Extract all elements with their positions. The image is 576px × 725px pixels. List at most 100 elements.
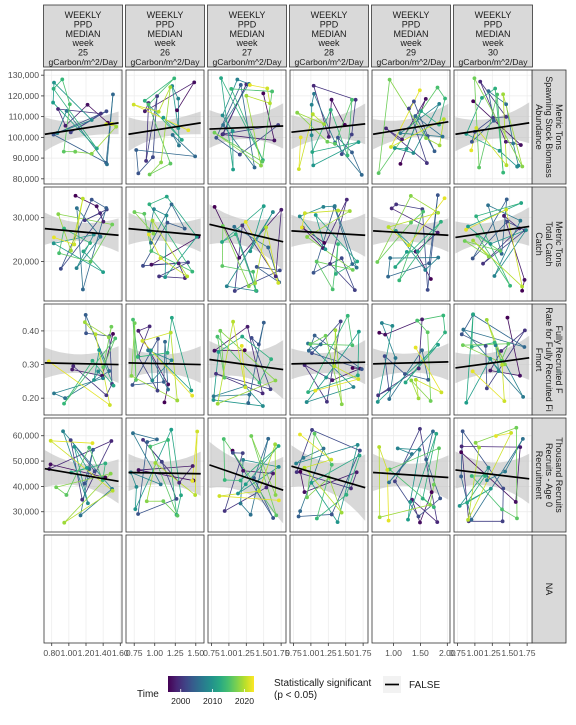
data-point [349, 487, 353, 491]
data-point [399, 162, 403, 166]
data-point [418, 448, 422, 452]
data-point [500, 363, 504, 367]
data-point [477, 446, 481, 450]
data-point [397, 279, 401, 283]
data-point [165, 214, 169, 218]
y-tick-label-row-2-1: 20,000 [13, 257, 40, 267]
data-point [350, 150, 354, 154]
data-point [466, 225, 470, 229]
data-point [111, 332, 115, 336]
data-point [441, 314, 445, 318]
data-point [502, 214, 506, 218]
data-point [52, 235, 56, 239]
data-point [111, 489, 115, 493]
y-tick-label-row-1-5: 120,000 [8, 91, 39, 101]
data-point [388, 78, 392, 82]
data-point [136, 329, 140, 333]
data-point [297, 515, 301, 519]
data-point [249, 434, 253, 438]
data-point [386, 275, 390, 279]
data-point [435, 520, 439, 524]
data-point [390, 324, 394, 328]
facet-strip-row-3-line-3: Fully Recruited F [554, 325, 564, 394]
data-point [277, 498, 281, 502]
data-point [143, 99, 147, 103]
time-path-segment [225, 480, 241, 481]
data-point [186, 260, 190, 264]
data-point [356, 377, 360, 381]
data-point [436, 211, 440, 215]
data-point [193, 493, 197, 497]
data-point [380, 321, 384, 325]
data-point [162, 116, 166, 120]
facet-strip-row-4-line-1: Recruitment [534, 451, 544, 500]
data-point [464, 401, 468, 405]
data-point [376, 400, 380, 404]
data-point [523, 328, 527, 332]
data-point [97, 348, 101, 352]
data-point [378, 515, 382, 519]
data-point [440, 390, 444, 394]
y-tick-label-row-3-1: 0.20 [22, 393, 39, 403]
data-point [340, 152, 344, 156]
facet-strip-row-2-line-2: Total Catch [544, 221, 554, 266]
data-point [439, 220, 443, 224]
data-point [404, 381, 408, 385]
data-point [325, 400, 329, 404]
y-tick-label-row-1-3: 100,000 [8, 132, 39, 142]
data-point [388, 256, 392, 260]
data-point [130, 374, 134, 378]
data-point [82, 250, 86, 254]
data-point [104, 206, 108, 210]
data-point [411, 151, 415, 155]
data-point [420, 348, 424, 352]
data-point [160, 460, 164, 464]
data-point [377, 445, 381, 449]
facet-strip-col-4-line-6: gCarbon/m^2/Day [295, 57, 365, 67]
facet-strip-col-2-line-6: gCarbon/m^2/Day [131, 57, 201, 67]
x-tick-label-col-1-2: 1.00 [60, 648, 77, 658]
data-point [515, 165, 519, 169]
data-point [303, 211, 307, 215]
data-point [324, 376, 328, 380]
data-point [246, 325, 250, 329]
data-point [223, 376, 227, 380]
facet-strip-row-3-line-2: Rate for Fully Recruited Fi [544, 307, 554, 412]
data-point [410, 452, 414, 456]
data-point [294, 462, 298, 466]
facet-strip-col-1-line-6: gCarbon/m^2/Day [49, 57, 119, 67]
data-point [244, 482, 248, 486]
data-point [169, 428, 173, 432]
x-tick-label-col-4-3: 1.25 [320, 648, 337, 658]
data-point [477, 166, 481, 170]
data-point [105, 162, 109, 166]
data-point [489, 487, 493, 491]
legend-entry-false: FALSE [409, 680, 440, 691]
data-point [504, 140, 508, 144]
data-point [264, 225, 268, 229]
data-point [436, 86, 440, 90]
data-point [434, 432, 438, 436]
facet-strip-col-3-line-6: gCarbon/m^2/Day [213, 57, 283, 67]
data-point [418, 427, 422, 431]
data-point [234, 232, 238, 236]
data-point [474, 214, 478, 218]
data-point [109, 325, 113, 329]
data-point [84, 331, 88, 335]
data-point [239, 479, 243, 483]
data-point [334, 272, 338, 276]
data-point [52, 81, 56, 85]
x-tick-label-col-6-2: 1.00 [467, 648, 484, 658]
data-point [330, 463, 334, 467]
data-point [345, 198, 349, 202]
data-point [111, 93, 115, 97]
data-point [151, 219, 155, 223]
data-point [274, 493, 278, 497]
data-point [469, 148, 473, 152]
data-point [80, 498, 84, 502]
panel-r1-c1 [44, 70, 122, 184]
data-point [86, 501, 90, 505]
data-point [426, 288, 430, 292]
data-point [350, 343, 354, 347]
data-point [141, 264, 145, 268]
